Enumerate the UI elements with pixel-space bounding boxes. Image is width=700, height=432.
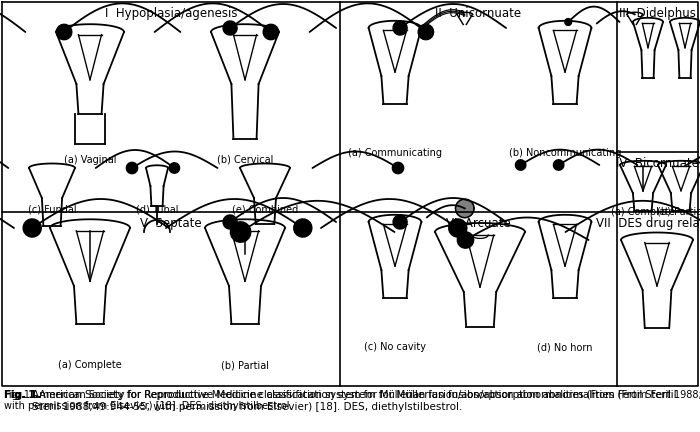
Polygon shape	[223, 21, 237, 35]
Text: (a) Vaginal: (a) Vaginal	[64, 155, 116, 165]
Polygon shape	[127, 162, 138, 174]
Text: (c) Fundal: (c) Fundal	[28, 205, 76, 215]
Polygon shape	[418, 24, 433, 40]
Polygon shape	[230, 222, 251, 242]
Polygon shape	[393, 21, 407, 35]
Text: VI  Arcuate: VI Arcuate	[446, 217, 511, 230]
Text: American Society for Reproductive Medicine classification system for Müllerian f: American Society for Reproductive Medici…	[32, 390, 677, 412]
Text: V  Septate: V Septate	[140, 217, 202, 230]
Polygon shape	[23, 219, 41, 237]
Polygon shape	[393, 215, 407, 229]
Text: (a) Communicating: (a) Communicating	[348, 148, 442, 158]
Text: (b) Noncommunicating: (b) Noncommunicating	[509, 148, 621, 158]
Text: (a) Complete: (a) Complete	[611, 207, 675, 217]
Polygon shape	[456, 199, 474, 218]
Text: I  Hypoplasia/agenesis: I Hypoplasia/agenesis	[105, 7, 237, 20]
Polygon shape	[565, 19, 572, 25]
Text: (d) Tubal: (d) Tubal	[136, 205, 178, 215]
Text: VII  DES drug related: VII DES drug related	[596, 217, 700, 230]
Polygon shape	[393, 162, 404, 174]
Polygon shape	[223, 215, 237, 229]
Polygon shape	[294, 219, 312, 237]
Text: (c) No cavity: (c) No cavity	[364, 342, 426, 352]
Text: (d) No horn: (d) No horn	[538, 342, 593, 352]
Polygon shape	[554, 160, 564, 170]
Polygon shape	[457, 232, 474, 248]
Polygon shape	[515, 160, 526, 170]
Polygon shape	[263, 24, 279, 40]
Text: Fig. 1.  American Society for Reproductive Medicine classification system for Mü: Fig. 1. American Society for Reproductiv…	[4, 390, 700, 400]
Text: with permission from Elsevier) [18]. DES, diethylstilbestrol.: with permission from Elsevier) [18]. DES…	[4, 401, 293, 411]
Polygon shape	[449, 219, 467, 237]
Text: (e) Combined: (e) Combined	[232, 205, 298, 215]
Text: (b) Cervical: (b) Cervical	[217, 155, 273, 165]
Polygon shape	[57, 24, 72, 40]
Text: (a) Complete: (a) Complete	[58, 360, 122, 370]
Text: III  Didelphus: III Didelphus	[619, 7, 696, 20]
Text: (b) Partial: (b) Partial	[221, 360, 269, 370]
Text: Fig. 1.: Fig. 1.	[4, 390, 41, 400]
Text: (b) Partial: (b) Partial	[657, 207, 700, 217]
Text: IV  Bicornuate: IV Bicornuate	[616, 157, 699, 170]
Text: II  Unicornuate: II Unicornuate	[435, 7, 522, 20]
Polygon shape	[169, 163, 180, 173]
Text: Fig. 1.: Fig. 1.	[4, 390, 39, 400]
